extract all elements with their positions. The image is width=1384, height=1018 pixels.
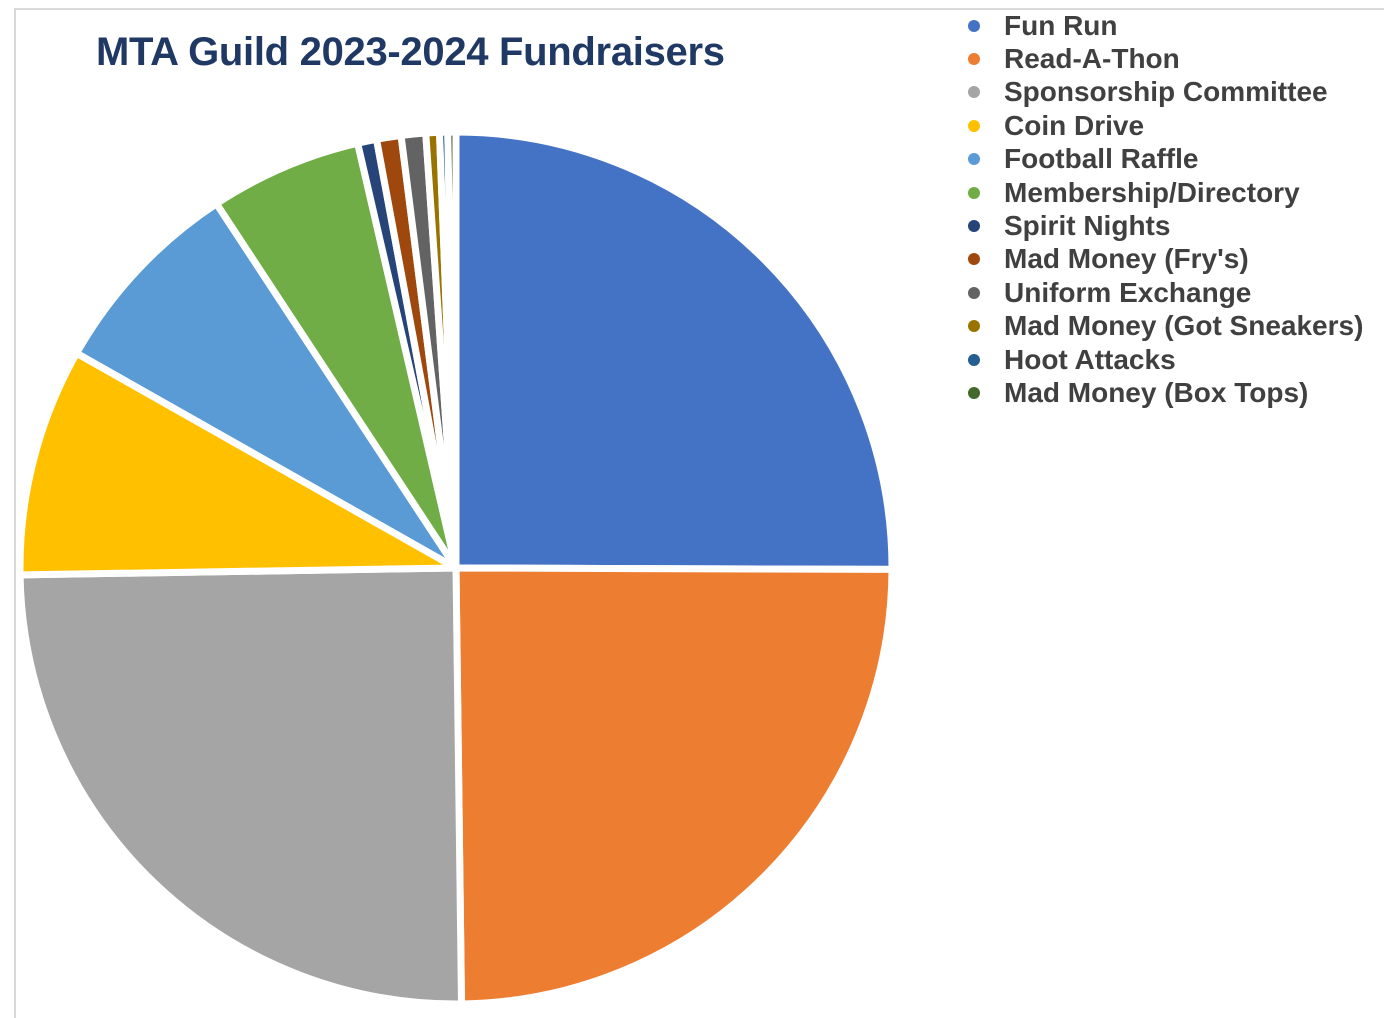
pie-slice-4 xyxy=(73,200,460,572)
legend-label-7: Mad Money (Fry's) xyxy=(1004,243,1249,275)
legend-label-5: Membership/Directory xyxy=(1004,176,1300,208)
legend-label-11: Mad Money (Box Tops) xyxy=(1004,376,1309,408)
legend-marker-9 xyxy=(968,320,980,333)
legend-label-4: Football Raffle xyxy=(1004,143,1199,175)
legend-label-2: Sponsorship Committee xyxy=(1004,76,1328,108)
legend-label-0: Fun Run xyxy=(1004,9,1118,41)
legend-item-3: Coin Drive xyxy=(962,109,1363,142)
legend-item-11: Mad Money (Box Tops) xyxy=(962,376,1363,409)
legend-marker-0 xyxy=(968,19,980,32)
legend-item-2: Sponsorship Committee xyxy=(962,76,1363,109)
legend-marker-5 xyxy=(968,186,980,199)
legend-marker-6 xyxy=(968,220,980,233)
legend-item-4: Football Raffle xyxy=(962,143,1363,176)
pie-slice-1 xyxy=(452,564,896,1004)
legend-item-10: Hoot Attacks xyxy=(962,343,1363,376)
legend-label-3: Coin Drive xyxy=(1004,109,1145,141)
legend-item-7: Mad Money (Fry's) xyxy=(962,243,1363,276)
legend-label-1: Read-A-Thon xyxy=(1004,43,1180,75)
legend-item-0: Fun Run xyxy=(962,9,1363,42)
pie-slice-11 xyxy=(444,128,460,572)
legend-item-5: Membership/Directory xyxy=(962,176,1363,209)
legend-item-8: Uniform Exchange xyxy=(962,276,1363,309)
legend-label-9: Mad Money (Got Sneakers) xyxy=(1004,310,1364,342)
legend-marker-10 xyxy=(968,353,980,366)
legend-item-1: Read-A-Thon xyxy=(962,42,1363,75)
legend-marker-7 xyxy=(968,253,980,266)
legend-label-8: Uniform Exchange xyxy=(1004,276,1252,308)
pie-slice-3 xyxy=(16,349,460,579)
legend-label-10: Hoot Attacks xyxy=(1004,343,1176,375)
pie-slice-0 xyxy=(452,128,896,573)
legend-marker-2 xyxy=(968,86,980,99)
legend-marker-1 xyxy=(968,53,980,66)
legend-item-9: Mad Money (Got Sneakers) xyxy=(962,310,1363,343)
chart-legend: Fun Run Read-A-Thon Sponsorship Committee C… xyxy=(962,9,1363,410)
legend-item-6: Spirit Nights xyxy=(962,209,1363,242)
legend-marker-4 xyxy=(968,153,980,166)
legend-marker-8 xyxy=(968,286,980,299)
chart-title: MTA Guild 2023-2024 Fundraisers xyxy=(96,30,725,74)
pie-slice-2 xyxy=(16,564,466,1004)
legend-marker-11 xyxy=(968,386,980,399)
legend-marker-3 xyxy=(968,119,980,132)
legend-label-6: Spirit Nights xyxy=(1004,210,1171,242)
